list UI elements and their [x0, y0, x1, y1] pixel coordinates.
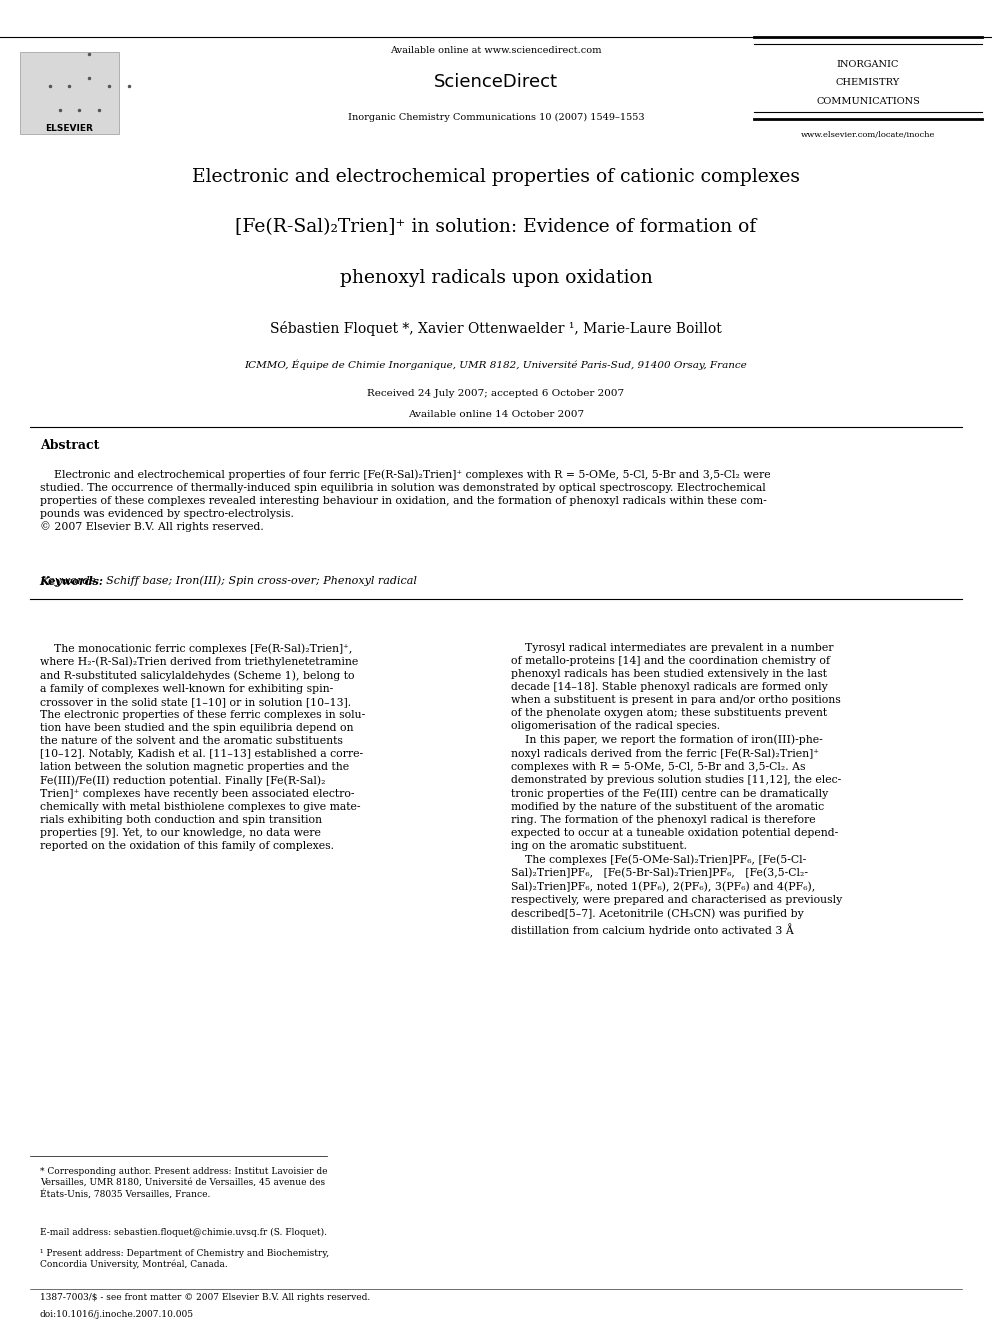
Text: ¹ Present address: Department of Chemistry and Biochemistry,
Concordia Universit: ¹ Present address: Department of Chemist…: [40, 1249, 328, 1269]
Text: Keywords:: Keywords:: [40, 576, 104, 586]
Text: Electronic and electrochemical properties of cationic complexes: Electronic and electrochemical propertie…: [192, 168, 800, 187]
Text: ELSEVIER: ELSEVIER: [46, 124, 93, 134]
Text: Available online at www.sciencedirect.com: Available online at www.sciencedirect.co…: [390, 46, 602, 56]
Text: Sébastien Floquet *, Xavier Ottenwaelder ¹, Marie-Laure Boillot: Sébastien Floquet *, Xavier Ottenwaelder…: [270, 321, 722, 336]
Text: www.elsevier.com/locate/inoche: www.elsevier.com/locate/inoche: [801, 131, 935, 139]
Text: COMMUNICATIONS: COMMUNICATIONS: [816, 97, 920, 106]
Text: ScienceDirect: ScienceDirect: [434, 73, 558, 91]
Text: Available online 14 October 2007: Available online 14 October 2007: [408, 410, 584, 419]
Text: Keywords:  Schiff base; Iron(III); Spin cross-over; Phenoxyl radical: Keywords: Schiff base; Iron(III); Spin c…: [40, 576, 417, 586]
Text: E-mail address: sebastien.floquet@chimie.uvsq.fr (S. Floquet).: E-mail address: sebastien.floquet@chimie…: [40, 1228, 326, 1237]
Text: * Corresponding author. Present address: Institut Lavoisier de
Versailles, UMR 8: * Corresponding author. Present address:…: [40, 1167, 327, 1199]
Text: INORGANIC: INORGANIC: [837, 60, 899, 69]
Text: [Fe(R-Sal)₂Trien]⁺ in solution: Evidence of formation of: [Fe(R-Sal)₂Trien]⁺ in solution: Evidence…: [235, 218, 757, 237]
Text: CHEMISTRY: CHEMISTRY: [836, 78, 900, 87]
Text: phenoxyl radicals upon oxidation: phenoxyl radicals upon oxidation: [339, 269, 653, 287]
Text: Abstract: Abstract: [40, 439, 99, 452]
Text: The monocationic ferric complexes [Fe(R-Sal)₂Trien]⁺,
where H₂-(R-Sal)₂Trien der: The monocationic ferric complexes [Fe(R-…: [40, 643, 365, 852]
Text: Received 24 July 2007; accepted 6 October 2007: Received 24 July 2007; accepted 6 Octobe…: [367, 389, 625, 398]
Text: Tyrosyl radical intermediates are prevalent in a number
of metallo-proteins [14]: Tyrosyl radical intermediates are preval…: [511, 643, 842, 935]
Text: ICMMO, Équipe de Chimie Inorganique, UMR 8182, Université Paris-Sud, 91400 Orsay: ICMMO, Équipe de Chimie Inorganique, UMR…: [245, 360, 747, 370]
Text: Inorganic Chemistry Communications 10 (2007) 1549–1553: Inorganic Chemistry Communications 10 (2…: [347, 112, 645, 122]
FancyBboxPatch shape: [20, 52, 119, 134]
Text: 1387-7003/$ - see front matter © 2007 Elsevier B.V. All rights reserved.: 1387-7003/$ - see front matter © 2007 El…: [40, 1293, 370, 1302]
Text: doi:10.1016/j.inoche.2007.10.005: doi:10.1016/j.inoche.2007.10.005: [40, 1310, 193, 1319]
Text: Electronic and electrochemical properties of four ferric [Fe(R-Sal)₂Trien]⁺ comp: Electronic and electrochemical propertie…: [40, 470, 771, 532]
